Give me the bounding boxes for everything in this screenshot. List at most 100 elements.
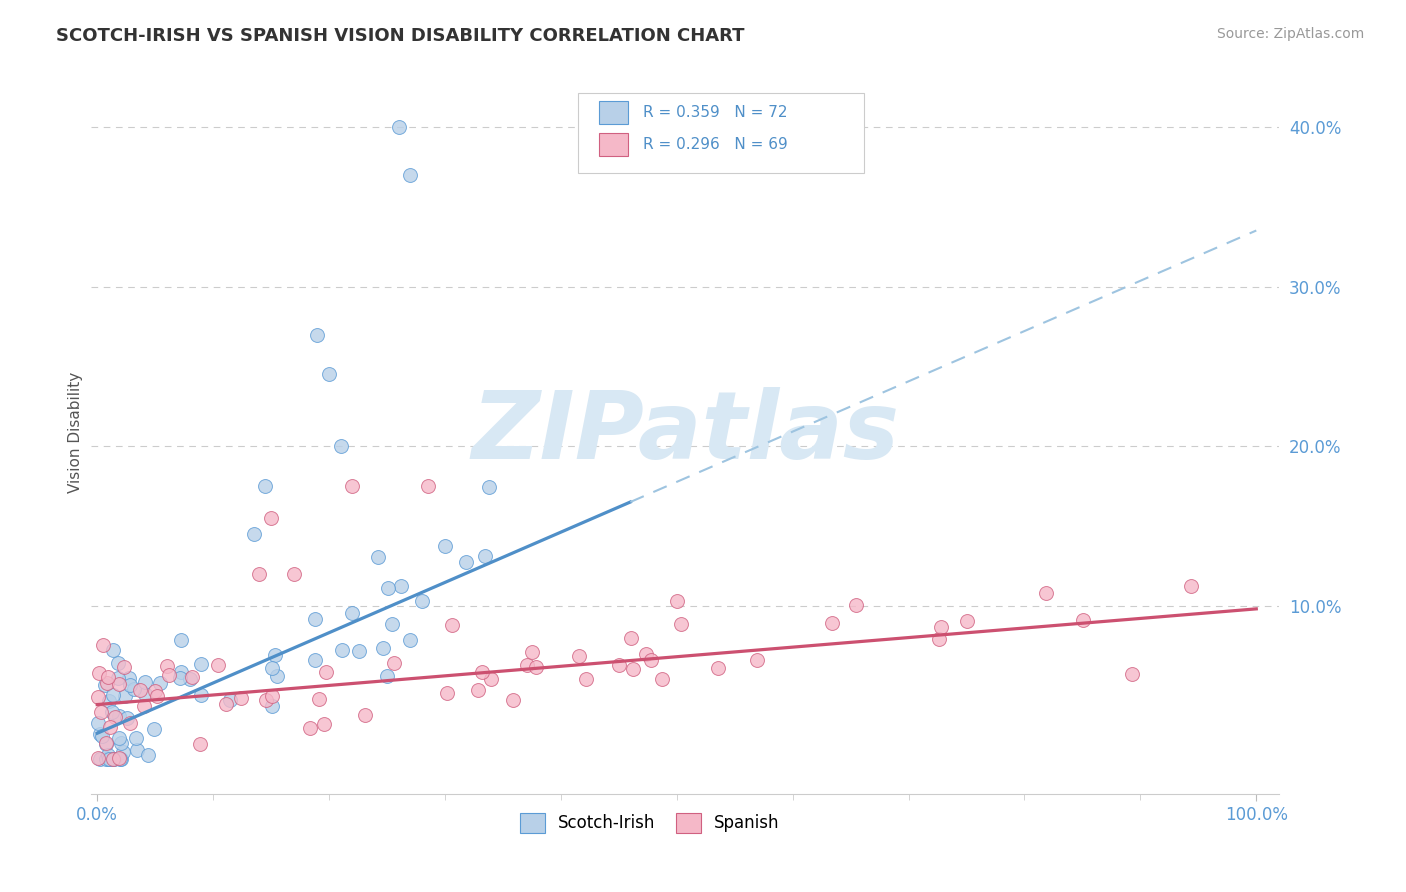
Point — [118, 671, 141, 685]
Point — [436, 686, 458, 700]
Point — [669, 616, 692, 631]
Point — [91, 729, 114, 743]
Point — [619, 631, 641, 645]
Point — [575, 672, 598, 686]
Point — [502, 693, 524, 707]
Point — [312, 717, 335, 731]
Point — [149, 676, 172, 690]
Point — [87, 690, 110, 704]
Point — [844, 599, 866, 613]
Point — [745, 653, 768, 667]
Point — [665, 594, 688, 608]
Point — [929, 620, 952, 634]
Point — [375, 669, 398, 683]
Point — [169, 671, 191, 685]
Point — [97, 670, 120, 684]
Point — [354, 708, 377, 723]
Point — [110, 736, 132, 750]
Point — [318, 368, 340, 382]
Point — [108, 677, 131, 691]
Point — [101, 688, 124, 702]
Point — [108, 752, 131, 766]
Point — [377, 581, 399, 595]
Point — [381, 616, 404, 631]
Point — [89, 727, 111, 741]
Point — [118, 716, 141, 731]
Bar — [599, 133, 628, 156]
Point — [478, 480, 501, 494]
Point — [299, 722, 322, 736]
Point — [928, 632, 950, 646]
Point — [260, 699, 283, 714]
Bar — [599, 101, 628, 124]
Point — [107, 750, 129, 764]
Point — [114, 660, 136, 674]
Point — [640, 653, 662, 667]
Point — [399, 168, 422, 182]
Point — [329, 439, 352, 453]
Point — [98, 752, 121, 766]
Point — [467, 682, 489, 697]
Point — [94, 752, 117, 766]
Point — [1121, 666, 1143, 681]
Point — [340, 606, 363, 620]
Point — [304, 612, 326, 626]
Point — [262, 690, 284, 704]
Point — [101, 752, 124, 766]
Point — [636, 647, 658, 661]
Point — [181, 670, 204, 684]
Point — [266, 669, 288, 683]
Point — [87, 750, 110, 764]
Point — [87, 715, 110, 730]
Point — [107, 656, 129, 670]
Point — [190, 688, 212, 702]
Point — [371, 641, 394, 656]
Point — [101, 705, 124, 719]
Text: SCOTCH-IRISH VS SPANISH VISION DISABILITY CORRELATION CHART: SCOTCH-IRISH VS SPANISH VISION DISABILIT… — [56, 27, 745, 45]
Point — [568, 649, 591, 664]
Point — [124, 682, 146, 697]
Point — [96, 737, 118, 751]
Point — [107, 731, 129, 745]
Point — [98, 752, 121, 766]
Point — [89, 666, 111, 681]
Point — [219, 693, 242, 707]
Point — [96, 736, 118, 750]
Point — [124, 731, 146, 746]
FancyBboxPatch shape — [578, 93, 863, 172]
Point — [1071, 614, 1094, 628]
Point — [142, 722, 165, 736]
Point — [454, 555, 477, 569]
Point — [474, 549, 496, 564]
Point — [207, 658, 229, 673]
Point — [98, 720, 121, 734]
Point — [340, 479, 363, 493]
Point — [110, 752, 132, 766]
Point — [97, 748, 120, 763]
Point — [520, 645, 543, 659]
Point — [707, 661, 730, 675]
Point — [387, 120, 409, 135]
Point — [91, 638, 114, 652]
Point — [115, 711, 138, 725]
Point — [114, 689, 136, 703]
Point — [315, 665, 337, 679]
Point — [242, 527, 264, 541]
Point — [103, 752, 125, 766]
Text: R = 0.296   N = 69: R = 0.296 N = 69 — [643, 136, 787, 152]
Point — [1180, 579, 1202, 593]
Point — [308, 692, 330, 706]
Point — [129, 683, 152, 698]
Text: Source: ZipAtlas.com: Source: ZipAtlas.com — [1216, 27, 1364, 41]
Point — [347, 644, 370, 658]
Point — [111, 745, 134, 759]
Point — [651, 672, 673, 686]
Point — [1035, 585, 1057, 599]
Point — [188, 738, 211, 752]
Point — [190, 657, 212, 671]
Point — [433, 539, 456, 553]
Point — [169, 632, 191, 647]
Point — [132, 699, 155, 714]
Point — [440, 618, 463, 632]
Point — [136, 748, 159, 763]
